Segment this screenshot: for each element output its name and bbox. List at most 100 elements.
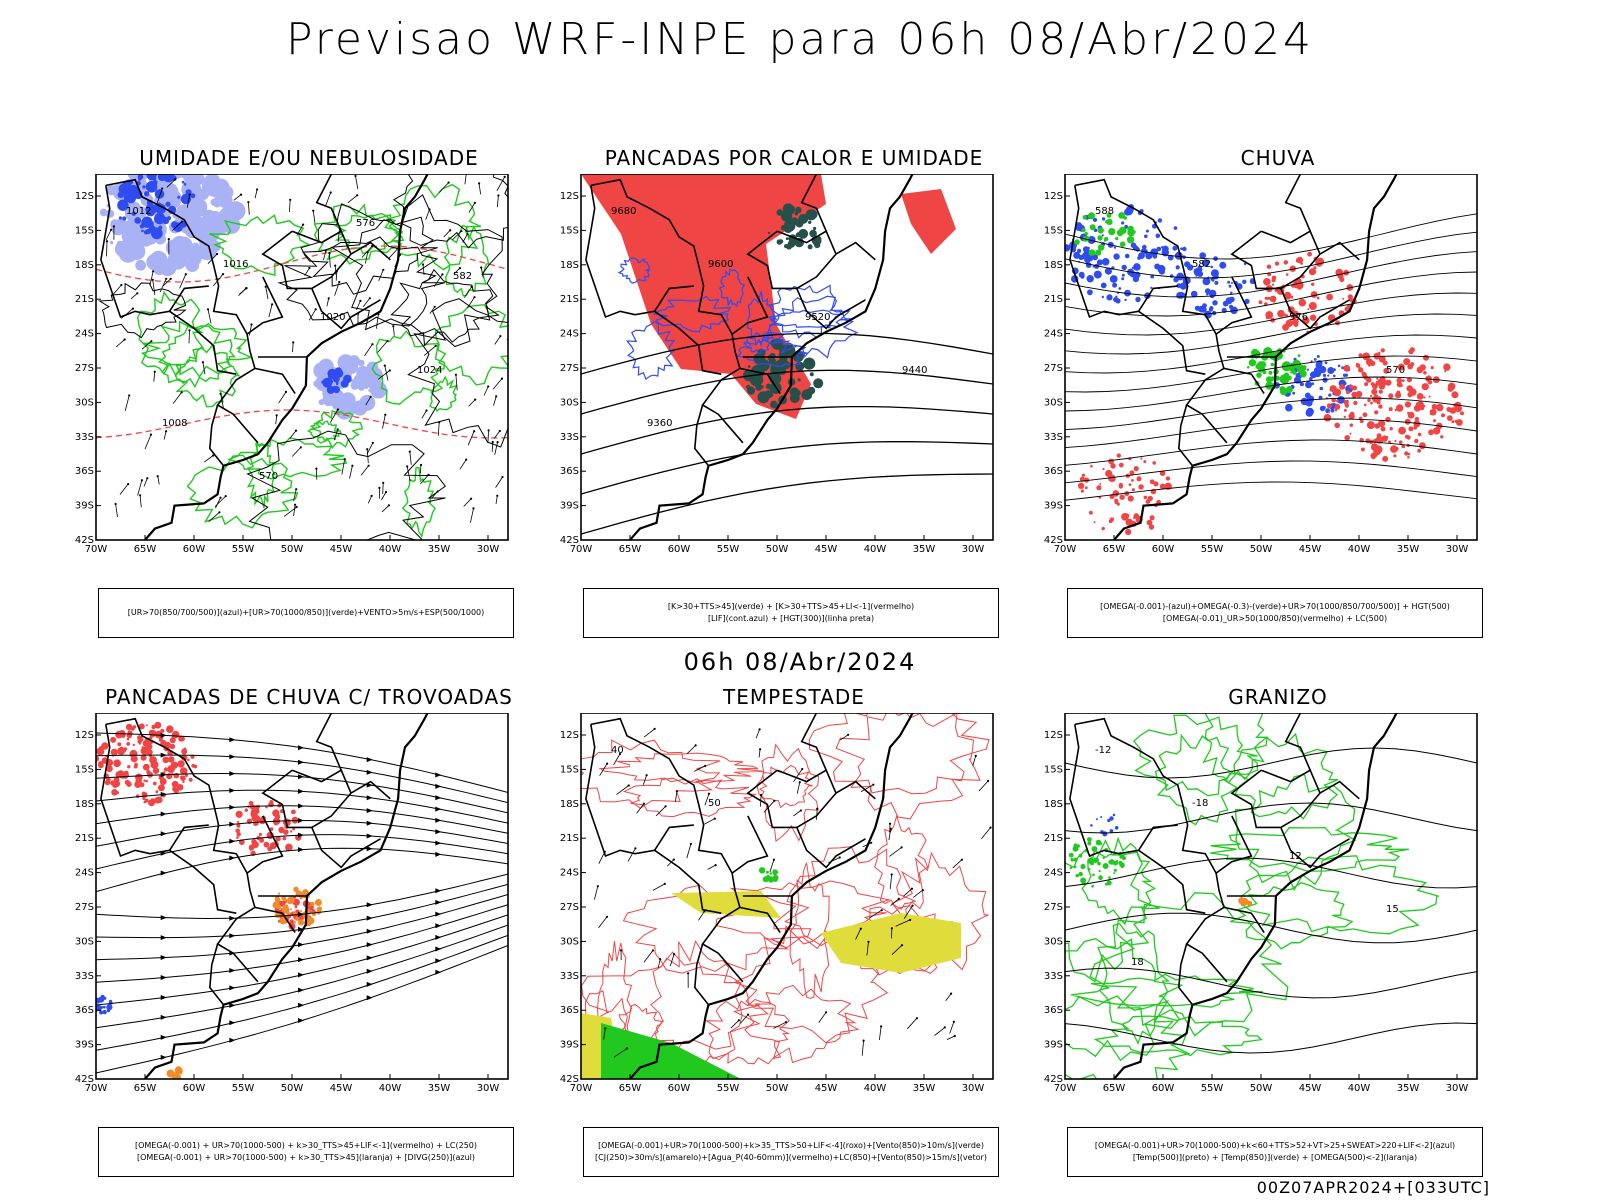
contour-label: 9360 <box>647 418 672 429</box>
contour-label: 576 <box>1289 312 1308 323</box>
lat-tick-label: 21S <box>560 294 579 305</box>
lon-tick-label: 45W <box>1299 544 1322 555</box>
legend-box: [OMEGA(-0.001)+UR>70(1000-500)+k>35_TTS>… <box>583 1127 999 1177</box>
contour-label: 588 <box>1095 206 1114 217</box>
country-border <box>1215 815 1253 874</box>
panel-title: CHUVA <box>1240 146 1316 170</box>
panel-title: PANCADAS POR CALOR E UMIDADE <box>604 146 984 170</box>
lon-tick-label: 55W <box>717 1083 740 1094</box>
country-border <box>1284 713 1311 771</box>
lat-tick-label: 42S <box>1044 1074 1063 1085</box>
legend-box: [OMEGA(-0.001) + UR>70(1000-500) + k>30_… <box>98 1127 514 1177</box>
country-border <box>254 906 296 934</box>
lon-tick-label: 60W <box>668 1083 691 1094</box>
country-border <box>246 815 284 874</box>
lon-tick-label: 50W <box>766 544 789 555</box>
contour-label: 582 <box>1192 259 1211 270</box>
country-border <box>1223 367 1265 395</box>
lon-tick-label: 35W <box>913 1083 936 1094</box>
map-plot: 1012 1016 1020 1024 1008 570 576 582 12S 15S 18S 21… <box>75 174 509 555</box>
country-border <box>746 230 837 290</box>
legend-line: [OMEGA(-0.001)-(azul)+OMEGA(-0.3)-(verde… <box>1100 602 1450 611</box>
map-plot: 40 50 12S 15S 18S 21S 24S 27S 30S 33S 36S 39S 42S70W… <box>560 713 994 1094</box>
legend-line: [Temp(500)](preto) + [Temp(850)](verde) … <box>1132 1153 1418 1162</box>
lat-tick-label: 24S <box>75 329 94 340</box>
coastline-east <box>1113 174 1410 540</box>
country-border <box>1069 724 1178 858</box>
country-border <box>835 780 876 800</box>
contour-label: -18 <box>1192 798 1208 809</box>
main-title: Previsao WRF-INPE para 06h 08/Abr/2024 <box>285 14 1314 65</box>
legend-box: [OMEGA(-0.001)-(azul)+OMEGA(-0.3)-(verde… <box>1067 588 1483 638</box>
lat-tick-label: 42S <box>560 535 579 546</box>
lat-tick-label: 30S <box>1044 936 1063 947</box>
coastline-east <box>1113 713 1410 1079</box>
lat-tick-label: 36S <box>1044 1005 1063 1016</box>
country-border <box>835 241 876 261</box>
lat-tick-label: 42S <box>75 1074 94 1085</box>
country-border <box>800 174 827 232</box>
country-border <box>693 404 710 467</box>
lon-tick-label: 40W <box>864 1083 887 1094</box>
lon-tick-label: 30W <box>477 544 500 555</box>
lat-tick-label: 30S <box>560 936 579 947</box>
lat-tick-label: 15S <box>75 225 94 236</box>
country-border <box>654 310 722 375</box>
panel-umidade: UMIDADE E/OU NEBULOSIDADE 1012 1016 1020 102… <box>74 146 544 646</box>
lon-tick-label: 50W <box>281 544 304 555</box>
contour-label: 1020 <box>320 312 345 323</box>
lon-tick-label: 65W <box>1103 544 1126 555</box>
country-border <box>100 724 209 858</box>
lat-tick-label: 27S <box>75 363 94 374</box>
lon-tick-label: 60W <box>183 544 206 555</box>
coastline-east <box>144 713 441 1079</box>
lon-tick-label: 55W <box>717 544 740 555</box>
lon-tick-label: 45W <box>815 544 838 555</box>
lat-tick-label: 33S <box>1044 971 1063 982</box>
country-border <box>311 288 381 330</box>
country-border <box>105 717 259 983</box>
country-border <box>1280 827 1350 869</box>
lon-tick-label: 70W <box>1054 1083 1077 1094</box>
country-border <box>169 310 237 375</box>
lat-tick-label: 18S <box>1044 260 1063 271</box>
lat-tick-label: 39S <box>560 501 579 512</box>
lat-tick-label: 21S <box>1044 294 1063 305</box>
lat-tick-label: 12S <box>1044 191 1063 202</box>
panel-title: TEMPESTADE <box>723 685 865 709</box>
lat-tick-label: 15S <box>1044 225 1063 236</box>
lon-tick-label: 45W <box>815 1083 838 1094</box>
legend-line: [K>30+TTS>45](verde) + [K>30+TTS>45+LI<-… <box>667 602 915 611</box>
map-plot: 9680 9600 9520 9440 9360 12S 15S 18S 21S 24S 27S 30… <box>560 174 994 555</box>
coastline-east <box>629 174 926 540</box>
lat-tick-label: 24S <box>1044 329 1063 340</box>
country-border <box>739 906 781 934</box>
lon-tick-label: 65W <box>134 1083 157 1094</box>
lon-tick-label: 70W <box>85 1083 108 1094</box>
lat-tick-label: 24S <box>560 329 579 340</box>
lat-tick-label: 12S <box>75 730 94 741</box>
lon-tick-label: 65W <box>134 544 157 555</box>
lat-tick-label: 42S <box>75 535 94 546</box>
lon-tick-label: 50W <box>766 1083 789 1094</box>
lon-tick-label: 40W <box>1348 1083 1371 1094</box>
lat-tick-label: 36S <box>560 1005 579 1016</box>
legend-line: [OMEGA(-0.001)+UR>70(1000-500)+k<60+TTS>… <box>1094 1141 1456 1150</box>
panel-title: UMIDADE E/OU NEBULOSIDADE <box>139 146 479 170</box>
lat-tick-label: 21S <box>75 294 94 305</box>
lat-tick-label: 24S <box>75 868 94 879</box>
panel-tempestade: TEMPESTADE 40 50 12S 15S 18S 21S 24S 27S 30S 33S 36… <box>559 685 1029 1185</box>
lat-tick-label: 36S <box>75 1005 94 1016</box>
lon-tick-label: 55W <box>1201 544 1224 555</box>
lat-tick-label: 27S <box>75 902 94 913</box>
country-border <box>1280 288 1350 330</box>
lon-tick-label: 35W <box>913 544 936 555</box>
legend-line: [UR>70(850/700/500)](azul)+[UR>70(1000/8… <box>127 608 485 617</box>
lat-tick-label: 33S <box>560 432 579 443</box>
country-border <box>1215 276 1253 335</box>
map-frame <box>580 713 994 1080</box>
country-border <box>1284 174 1311 232</box>
lon-tick-label: 35W <box>428 544 451 555</box>
map-frame <box>580 174 994 541</box>
